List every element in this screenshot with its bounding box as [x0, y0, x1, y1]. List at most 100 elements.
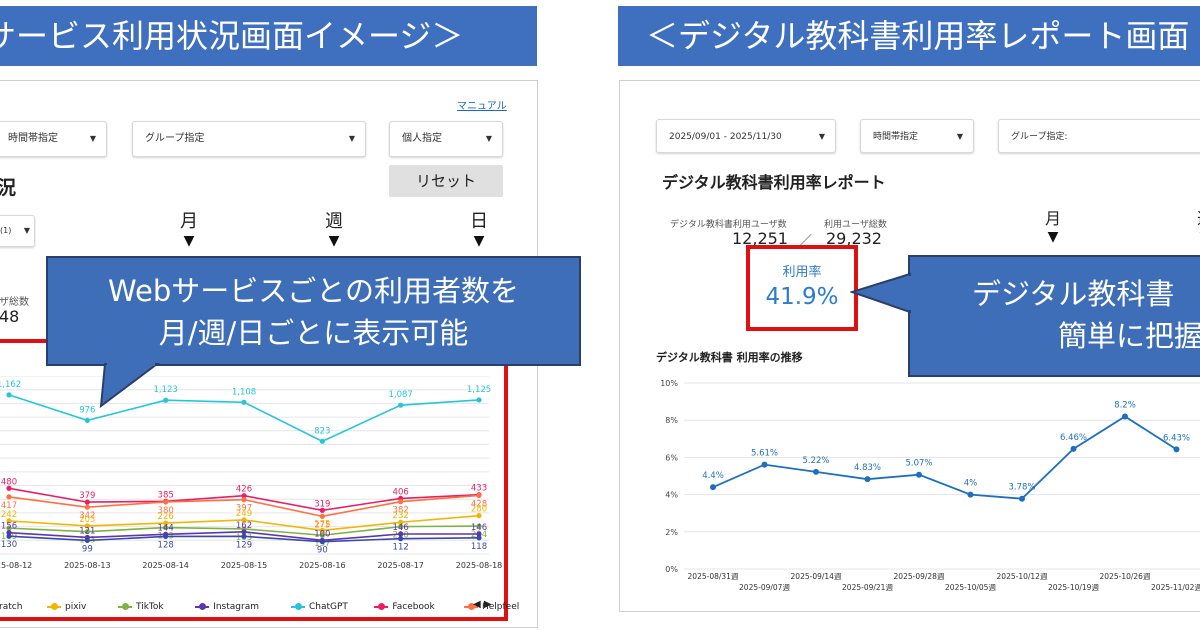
legend-next-icon[interactable]: ◀ ▶ — [473, 599, 492, 610]
data-point — [6, 485, 12, 491]
rate-point — [710, 484, 716, 491]
data-point — [6, 525, 12, 531]
x-tick-label: 2025-10/12週 — [997, 572, 1048, 581]
period-week-label[interactable]: 週 — [325, 211, 343, 232]
data-label: 121 — [79, 526, 95, 536]
data-point — [84, 529, 90, 535]
individual-filter-label: 個人指定 — [402, 133, 442, 144]
legend-dot — [468, 602, 475, 610]
data-label: 1,108 — [232, 387, 256, 397]
total-users-value: 48 — [0, 307, 20, 326]
legend-item[interactable]: Instagram — [195, 602, 259, 612]
date-range-dropdown[interactable]: 2025/09/01 - 2025/11/30 ▼ — [656, 119, 836, 153]
data-label: 379 — [79, 491, 95, 501]
y-tick-label: 0% — [665, 565, 678, 574]
period-day-label[interactable]: 日 — [470, 211, 488, 232]
x-tick-label: 2025-10/19週 — [1048, 583, 1099, 592]
left-callout-line1: Webサービスごとの利用者数を — [108, 274, 519, 308]
rate-point — [813, 468, 819, 475]
data-point — [6, 392, 12, 398]
period-month-label-right[interactable]: 月 — [1044, 209, 1061, 228]
data-point — [398, 402, 404, 408]
chevron-down-icon: ▼ — [348, 134, 355, 143]
day-arrow-icon: ▼ — [473, 233, 485, 249]
data-point — [241, 517, 247, 523]
right-group-filter-dropdown[interactable]: グループ指定: — [998, 119, 1200, 153]
legend-label: pixiv — [65, 602, 87, 612]
x-tick-label: 2025-10/26週 — [1100, 572, 1151, 581]
legend-dot — [378, 602, 386, 610]
x-tick-label: 2025-08-17 — [377, 561, 424, 570]
data-label: 1,125 — [467, 385, 491, 395]
data-label: 90 — [317, 546, 328, 556]
data-label: 232 — [393, 511, 409, 521]
data-label: 1,162 — [0, 380, 21, 390]
time-filter-label: 時間帯指定 — [8, 133, 58, 144]
week-arrow-icon: ▼ — [328, 233, 340, 249]
data-point — [163, 499, 169, 505]
data-label: 428 — [471, 499, 487, 509]
data-label: 162 — [236, 521, 252, 531]
data-point — [163, 520, 169, 526]
legend-dot — [295, 602, 302, 610]
x-tick-label: 2025-08/31週 — [688, 572, 739, 581]
manual-link[interactable]: マニュアル — [457, 101, 507, 112]
small-dropdown[interactable]: (1) ▼ — [0, 215, 35, 247]
data-label: 426 — [236, 485, 252, 495]
data-point — [241, 529, 247, 535]
data-point — [476, 492, 482, 498]
rate-label: 4.4% — [702, 471, 724, 481]
data-point — [319, 527, 325, 534]
right-callout-pointer — [850, 272, 912, 314]
data-label: 397 — [236, 504, 252, 514]
chevron-down-icon: ▼ — [818, 132, 825, 141]
x-tick-label: 2025-10/05週 — [945, 583, 996, 592]
period-month-label[interactable]: 月 — [180, 211, 198, 232]
individual-filter-dropdown[interactable]: 個人指定 ▼ — [389, 121, 503, 157]
x-tick-label: 2025-08-15 — [221, 561, 268, 570]
right-callout-line1: デジタル教科書 — [972, 277, 1175, 311]
x-tick-label: 2025-09/21週 — [842, 583, 893, 592]
x-tick-label: 2025-08-16 — [299, 561, 346, 570]
chevron-down-icon: ▼ — [23, 226, 30, 235]
data-label: 433 — [471, 484, 487, 494]
legend-swatch — [374, 602, 389, 610]
rate-point — [1019, 495, 1025, 502]
legend-item[interactable]: TikTok — [118, 602, 164, 612]
rate-label: 3.78% — [1008, 483, 1035, 493]
right-banner-title: ＜デジタル教科書利用率レポート画面 — [646, 17, 1190, 55]
period-week-label-right[interactable]: 週 — [1190, 205, 1200, 229]
legend-item[interactable]: Facebook — [374, 602, 435, 612]
data-label: 380 — [158, 506, 174, 516]
legend-item[interactable]: ChatGPT — [291, 602, 348, 612]
legend-swatch — [118, 602, 132, 610]
right-time-filter-dropdown[interactable]: 時間帯指定 ▼ — [860, 119, 974, 153]
legend-item[interactable]: pixiv — [47, 602, 86, 612]
legend-dot — [122, 602, 129, 610]
legend-dot — [199, 602, 207, 610]
chevron-down-icon: ▼ — [485, 134, 492, 143]
legend-label: Facebook — [392, 602, 435, 612]
time-filter-dropdown[interactable]: 時間帯指定 ▼ — [0, 121, 107, 157]
rate-point — [761, 461, 768, 468]
reset-button[interactable]: リセット — [389, 165, 503, 197]
x-tick-label: 2025-09/07週 — [739, 583, 790, 592]
data-point — [241, 493, 247, 499]
data-label: 242 — [1, 510, 17, 520]
legend-item[interactable]: Helpfeel — [464, 602, 519, 612]
legend-swatch — [291, 602, 305, 610]
data-point — [398, 531, 404, 537]
total-users-label: ザ総数 — [0, 297, 29, 308]
data-point — [476, 531, 482, 537]
rate-label: 4.83% — [854, 463, 881, 473]
service-legend: ratch pixiv TikTok Instagram ChatGPT Facebook… — [0, 600, 519, 616]
data-point — [319, 507, 325, 513]
legend-swatch — [195, 602, 210, 610]
data-point — [319, 513, 325, 519]
data-point — [398, 524, 404, 530]
data-point — [319, 539, 325, 545]
legend-item[interactable]: ratch — [0, 602, 22, 612]
legend-swatch — [464, 602, 478, 610]
group-filter-dropdown[interactable]: グループ指定 ▼ — [132, 121, 366, 157]
data-label: 280 — [471, 505, 487, 515]
